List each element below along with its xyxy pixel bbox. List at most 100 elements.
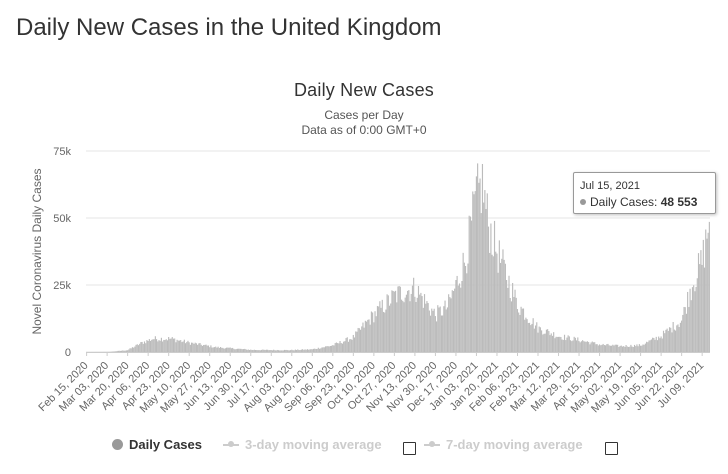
- daily-cases-bar[interactable]: [413, 277, 415, 352]
- daily-cases-bar[interactable]: [135, 344, 137, 352]
- daily-cases-bar[interactable]: [258, 350, 260, 352]
- daily-cases-bar[interactable]: [515, 297, 517, 352]
- daily-cases-bar[interactable]: [586, 341, 589, 352]
- daily-cases-bar[interactable]: [591, 341, 593, 352]
- daily-cases-bar[interactable]: [471, 220, 473, 352]
- daily-cases-bar[interactable]: [582, 340, 584, 352]
- daily-cases-bar[interactable]: [635, 346, 637, 352]
- daily-cases-bar[interactable]: [612, 344, 614, 352]
- daily-cases-bar[interactable]: [186, 342, 188, 352]
- daily-cases-bar[interactable]: [644, 343, 646, 352]
- daily-cases-bar[interactable]: [619, 345, 621, 352]
- daily-cases-bar[interactable]: [648, 340, 650, 352]
- daily-cases-bar[interactable]: [436, 321, 438, 352]
- daily-cases-bar[interactable]: [458, 283, 461, 352]
- daily-cases-bar[interactable]: [576, 340, 578, 352]
- daily-cases-bar[interactable]: [429, 315, 432, 352]
- daily-cases-bar[interactable]: [606, 344, 608, 352]
- daily-cases-bar[interactable]: [434, 316, 436, 352]
- daily-cases-bar[interactable]: [204, 344, 206, 352]
- daily-cases-bar[interactable]: [676, 325, 678, 352]
- daily-cases-bar[interactable]: [361, 326, 363, 352]
- daily-cases-bar[interactable]: [566, 337, 568, 352]
- daily-cases-bar[interactable]: [270, 350, 272, 352]
- daily-cases-bar[interactable]: [285, 349, 287, 352]
- daily-cases-bar[interactable]: [617, 344, 619, 352]
- daily-cases-bar[interactable]: [178, 340, 181, 352]
- daily-cases-bar[interactable]: [548, 331, 550, 352]
- daily-cases-bar[interactable]: [302, 349, 304, 352]
- daily-cases-bar[interactable]: [502, 249, 504, 352]
- daily-cases-bar[interactable]: [254, 350, 257, 352]
- daily-cases-bar[interactable]: [699, 264, 701, 352]
- daily-cases-bar[interactable]: [654, 339, 656, 352]
- daily-cases-bar[interactable]: [175, 342, 177, 352]
- daily-cases-bar[interactable]: [263, 349, 265, 352]
- daily-cases-bar[interactable]: [136, 344, 138, 352]
- daily-cases-bar[interactable]: [386, 294, 388, 352]
- daily-cases-bar[interactable]: [627, 346, 630, 352]
- daily-cases-bar[interactable]: [538, 326, 540, 352]
- daily-cases-bar[interactable]: [506, 280, 508, 352]
- daily-cases-bar[interactable]: [504, 263, 506, 352]
- daily-cases-bar[interactable]: [623, 346, 625, 352]
- daily-cases-bar[interactable]: [551, 335, 554, 352]
- daily-cases-bar[interactable]: [230, 348, 232, 352]
- daily-cases-bar[interactable]: [601, 344, 603, 352]
- daily-cases-bar[interactable]: [328, 346, 330, 352]
- daily-cases-bar[interactable]: [392, 290, 394, 352]
- daily-cases-bar[interactable]: [693, 285, 695, 352]
- daily-cases-bar[interactable]: [240, 348, 242, 352]
- daily-cases-bar[interactable]: [390, 303, 392, 352]
- daily-cases-bar[interactable]: [117, 350, 119, 352]
- daily-cases-bar[interactable]: [201, 345, 204, 352]
- daily-cases-bar[interactable]: [701, 264, 703, 352]
- daily-cases-bar[interactable]: [415, 301, 417, 352]
- daily-cases-bar[interactable]: [251, 349, 253, 352]
- daily-cases-bar[interactable]: [323, 347, 325, 352]
- daily-cases-bar[interactable]: [382, 311, 385, 352]
- daily-cases-bar[interactable]: [180, 340, 182, 352]
- daily-cases-bar[interactable]: [322, 347, 324, 352]
- daily-cases-bar[interactable]: [485, 208, 487, 352]
- daily-cases-bar[interactable]: [339, 341, 341, 352]
- daily-cases-bar[interactable]: [527, 322, 529, 352]
- daily-cases-bar[interactable]: [282, 350, 284, 352]
- daily-cases-bar[interactable]: [177, 340, 179, 352]
- daily-cases-bar[interactable]: [407, 290, 409, 352]
- daily-cases-bar[interactable]: [703, 267, 706, 352]
- daily-cases-bar[interactable]: [499, 262, 502, 352]
- daily-cases-bar[interactable]: [603, 344, 605, 352]
- daily-cases-bar[interactable]: [286, 349, 288, 352]
- daily-cases-bar[interactable]: [145, 343, 147, 352]
- daily-cases-bar[interactable]: [554, 338, 556, 352]
- daily-cases-bar[interactable]: [588, 342, 590, 352]
- daily-cases-bar[interactable]: [205, 344, 207, 352]
- daily-cases-bar[interactable]: [316, 348, 318, 352]
- daily-cases-bar[interactable]: [636, 344, 638, 352]
- daily-cases-bar[interactable]: [537, 332, 539, 352]
- daily-cases-bar[interactable]: [446, 307, 449, 352]
- daily-cases-bar[interactable]: [643, 344, 645, 352]
- daily-cases-bar[interactable]: [388, 305, 391, 352]
- daily-cases-bar[interactable]: [625, 345, 627, 352]
- daily-cases-bar[interactable]: [124, 350, 126, 352]
- daily-cases-bar[interactable]: [373, 322, 375, 352]
- daily-cases-bar[interactable]: [200, 344, 202, 352]
- daily-cases-bar[interactable]: [171, 337, 173, 352]
- daily-cases-bar[interactable]: [658, 336, 660, 352]
- daily-cases-bar[interactable]: [289, 350, 292, 352]
- daily-cases-bar[interactable]: [374, 311, 376, 352]
- daily-cases-bar[interactable]: [226, 347, 228, 352]
- daily-cases-bar[interactable]: [235, 349, 237, 352]
- daily-cases-bar[interactable]: [568, 336, 570, 352]
- daily-cases-bar[interactable]: [159, 340, 161, 352]
- daily-cases-bar[interactable]: [358, 328, 360, 352]
- daily-cases-bar[interactable]: [401, 299, 403, 352]
- daily-cases-bar[interactable]: [393, 291, 395, 352]
- daily-cases-bar[interactable]: [531, 323, 533, 352]
- legend-item-7-day-average[interactable]: 7-day moving average: [424, 437, 583, 452]
- daily-cases-bar[interactable]: [228, 347, 230, 352]
- daily-cases-bar[interactable]: [372, 312, 374, 352]
- daily-cases-bar[interactable]: [195, 343, 197, 352]
